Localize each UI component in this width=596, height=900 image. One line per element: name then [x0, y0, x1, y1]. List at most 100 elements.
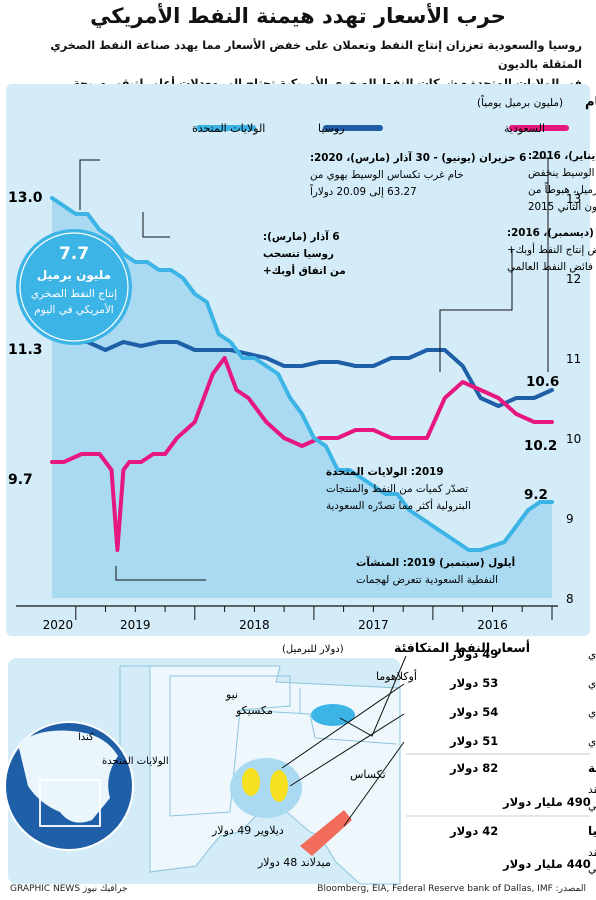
- prices-unit: (دولار للبرميل): [282, 644, 344, 655]
- y-tick-label: 10: [566, 432, 581, 446]
- saudi-reserve-label-2: الأجنبي: [588, 799, 596, 812]
- price-item-label: إيغل فورد للصخري: [588, 736, 596, 748]
- price-item-label: سكوب ستاك للصخري: [588, 678, 596, 690]
- annotation-line: خام غرب تكساس الوسيط يهوي من: [310, 169, 464, 181]
- annotation-us-exports: 2019: الولايات المتحدة تصدّر كميات من ال…: [326, 466, 471, 512]
- usa-start-label: 13.0: [8, 190, 43, 206]
- annotation-line: إلى 26.55 دولار للبرميل، هبوطاً من: [528, 182, 596, 196]
- chart-legend: السعودية روسيا الولايات المتحدة: [192, 122, 569, 135]
- price-item-value: 54 دولار: [449, 705, 498, 720]
- annotation-russia-withdraws: 6 آذار (مارس): روسيا تنسحب من اتفاق أوبك…: [263, 230, 346, 277]
- callout-value: 7.7: [59, 244, 89, 264]
- annotation-line: روسيا تنسحب: [263, 248, 334, 260]
- y-tick-label: 8: [566, 592, 574, 606]
- shale-callout: 7.7 مليون برميل إنتاج النفط الصخري الأمر…: [16, 229, 132, 345]
- globe-focus-box: [39, 779, 101, 827]
- annotation-line: 63.27 إلى 20.09 دولاراً: [310, 184, 417, 198]
- annotation-title: 6 آذار (مارس):: [263, 230, 340, 243]
- annotation-line: خام غرب تكساس الوسيط ينخفض: [528, 167, 596, 179]
- globe-label-usa: الولايات المتحدة: [102, 756, 169, 767]
- saudi-line: [50, 356, 554, 552]
- callout-line1: مليون برميل: [37, 268, 111, 283]
- breakeven-section: أسعار النفط المتكافئة (دولار للبرميل) أو…: [4, 639, 596, 885]
- footer-source: المصدر: Bloomberg, EIA, Federal Reserve …: [317, 884, 586, 894]
- x-tick-label: 2018: [239, 618, 270, 632]
- price-item-value: 53 دولار: [449, 676, 498, 691]
- russia-end-label: 10.6: [526, 374, 559, 390]
- annotation-title: كانون الأول (ديسمبر)، 2016:: [507, 226, 596, 239]
- map-label-delaware: ديلاوير 49 دولار: [211, 824, 284, 837]
- plot-area: [16, 196, 558, 607]
- annotation-wti-2016: كانون الثاني (يناير)، 2016: خام غرب تكسا…: [528, 150, 596, 213]
- price-item-value: 51 دولار: [449, 734, 498, 749]
- usa-area: [52, 198, 552, 598]
- russia-start-label: 11.3: [8, 342, 43, 358]
- annotation-line: البترولية أكثر مما تصدّره السعودية: [326, 498, 471, 512]
- annotation-saudi-attacks: أيلول (سبتمبر) 2019: المنشآت النفطية الس…: [356, 556, 515, 586]
- annotation-line: مع روسيا لتخفيف فائض النفط العالمي: [507, 261, 596, 273]
- price-list: نفط أمريكي غير صخري 49 دولار سكوب ستاك للص…: [449, 647, 596, 749]
- russia-line: [50, 332, 554, 408]
- saudi-end-label: 10.2: [524, 438, 557, 454]
- x-tick-label: 2016: [477, 618, 508, 632]
- annotation-opec-plus: كانون الأول (ديسمبر)، 2016: إبرام اتفاقي…: [507, 226, 596, 273]
- page-title: حرب الأسعار تهدد هيمنة النفط الأمريكي: [90, 4, 506, 28]
- prices-heading: أسعار النفط المتكافئة: [394, 639, 530, 655]
- legend-label-russia: روسيا: [318, 122, 345, 135]
- saudi-reserve: 490 مليار دولار: [502, 795, 591, 810]
- usa-end-label: 9.2: [524, 487, 548, 503]
- callout-line2: إنتاج النفط الصخري: [31, 288, 117, 300]
- russia-reserve-label-2: الأجنبي: [588, 862, 596, 875]
- map-label-midland: ميدلاند 48 دولار: [257, 856, 331, 869]
- annotation-title: أيلول (سبتمبر) 2019: المنشآت: [356, 556, 515, 569]
- price-item-value: 49 دولار: [449, 647, 498, 662]
- russia-reserve: 440 مليار دولار: [502, 857, 591, 872]
- legend-label-saudi: السعودية: [504, 122, 545, 135]
- russia-price: 42 دولار: [449, 824, 498, 839]
- x-tick-label: 2020: [43, 618, 74, 632]
- map-label-new-mexico-2: مكسيكو: [235, 704, 273, 717]
- production-chart: إنتاج النفط الخام (مليون برميل يومياً) ا…: [8, 95, 596, 632]
- y-axis-ticks: 8 9 10 11 12 13: [566, 192, 581, 606]
- map-label-oklahoma: أوكلاهوما: [376, 669, 417, 683]
- annotation-title: 2019: الولايات المتحدة: [326, 466, 444, 478]
- annotation-line: النفطية السعودية تتعرض لهجمات: [356, 574, 498, 586]
- x-tick-label: 2019: [120, 618, 151, 632]
- eagle-ford-area: [300, 810, 352, 856]
- permian-basin: [230, 758, 302, 818]
- saudi-price: 82 دولار: [449, 761, 498, 776]
- delaware-basin: [242, 768, 260, 796]
- y-tick-label: 11: [566, 352, 581, 366]
- price-item-label: بيرميان للنفط الصخري: [588, 707, 596, 719]
- us-map: أوكلاهوما نيو مكسيكو تكساس ديلاوير 49 دو…: [4, 655, 417, 885]
- footer-credit: GRAPHIC NEWS جرافيك نيوز: [10, 884, 128, 894]
- legend-label-usa: الولايات المتحدة: [192, 122, 265, 135]
- saudi-block: السعودية 82 دولار احتياطات النقد الأجنبي…: [406, 753, 596, 875]
- annotation-line: من اتفاق أوبك+: [263, 264, 346, 277]
- subtitle-line-1: روسيا والسعودية تعززان إنتاج النفط وتعمل…: [50, 39, 582, 71]
- annotation-title: 6 حزيران (يونيو) - 30 آذار (مارس)، 2020:: [310, 151, 526, 164]
- chart-heading: إنتاج النفط الخام: [585, 95, 596, 110]
- annotation-line: إبرام اتفاقية خفض إنتاج النفط أوبك+: [507, 242, 596, 256]
- x-axis-ticks: 2020 2019 2018 2017 2016: [43, 606, 553, 632]
- y-tick-label: 9: [566, 512, 574, 526]
- price-item-label: نفط أمريكي غير صخري: [588, 647, 596, 661]
- map-label-texas: تكساس: [350, 768, 386, 781]
- midland-basin: [270, 770, 288, 802]
- annotation-leaders: [79, 157, 549, 581]
- saudi-start-label: 9.7: [8, 472, 33, 488]
- x-tick-label: 2017: [358, 618, 389, 632]
- usa-line: [50, 196, 554, 552]
- globe-label-canada: كندا: [78, 732, 94, 743]
- annotation-title: كانون الثاني (يناير)، 2016:: [528, 150, 596, 162]
- y-tick-label: 12: [566, 272, 581, 286]
- annotation-line: تصدّر كميات من النفط والمنتجات: [326, 483, 468, 495]
- callout-line3: الأمريكي في اليوم: [34, 303, 113, 316]
- russia-reserve-label-1: احتياطات النقد: [588, 847, 596, 859]
- saudi-name: السعودية: [588, 761, 596, 776]
- annotation-line: 50 دولاراً في كانون الثاني 2015: [528, 199, 596, 213]
- russia-name: روسيا: [588, 824, 596, 839]
- chart-unit: (مليون برميل يومياً): [477, 95, 563, 109]
- y-tick-label: 13: [566, 192, 581, 206]
- map-label-new-mexico-1: نيو: [225, 688, 238, 701]
